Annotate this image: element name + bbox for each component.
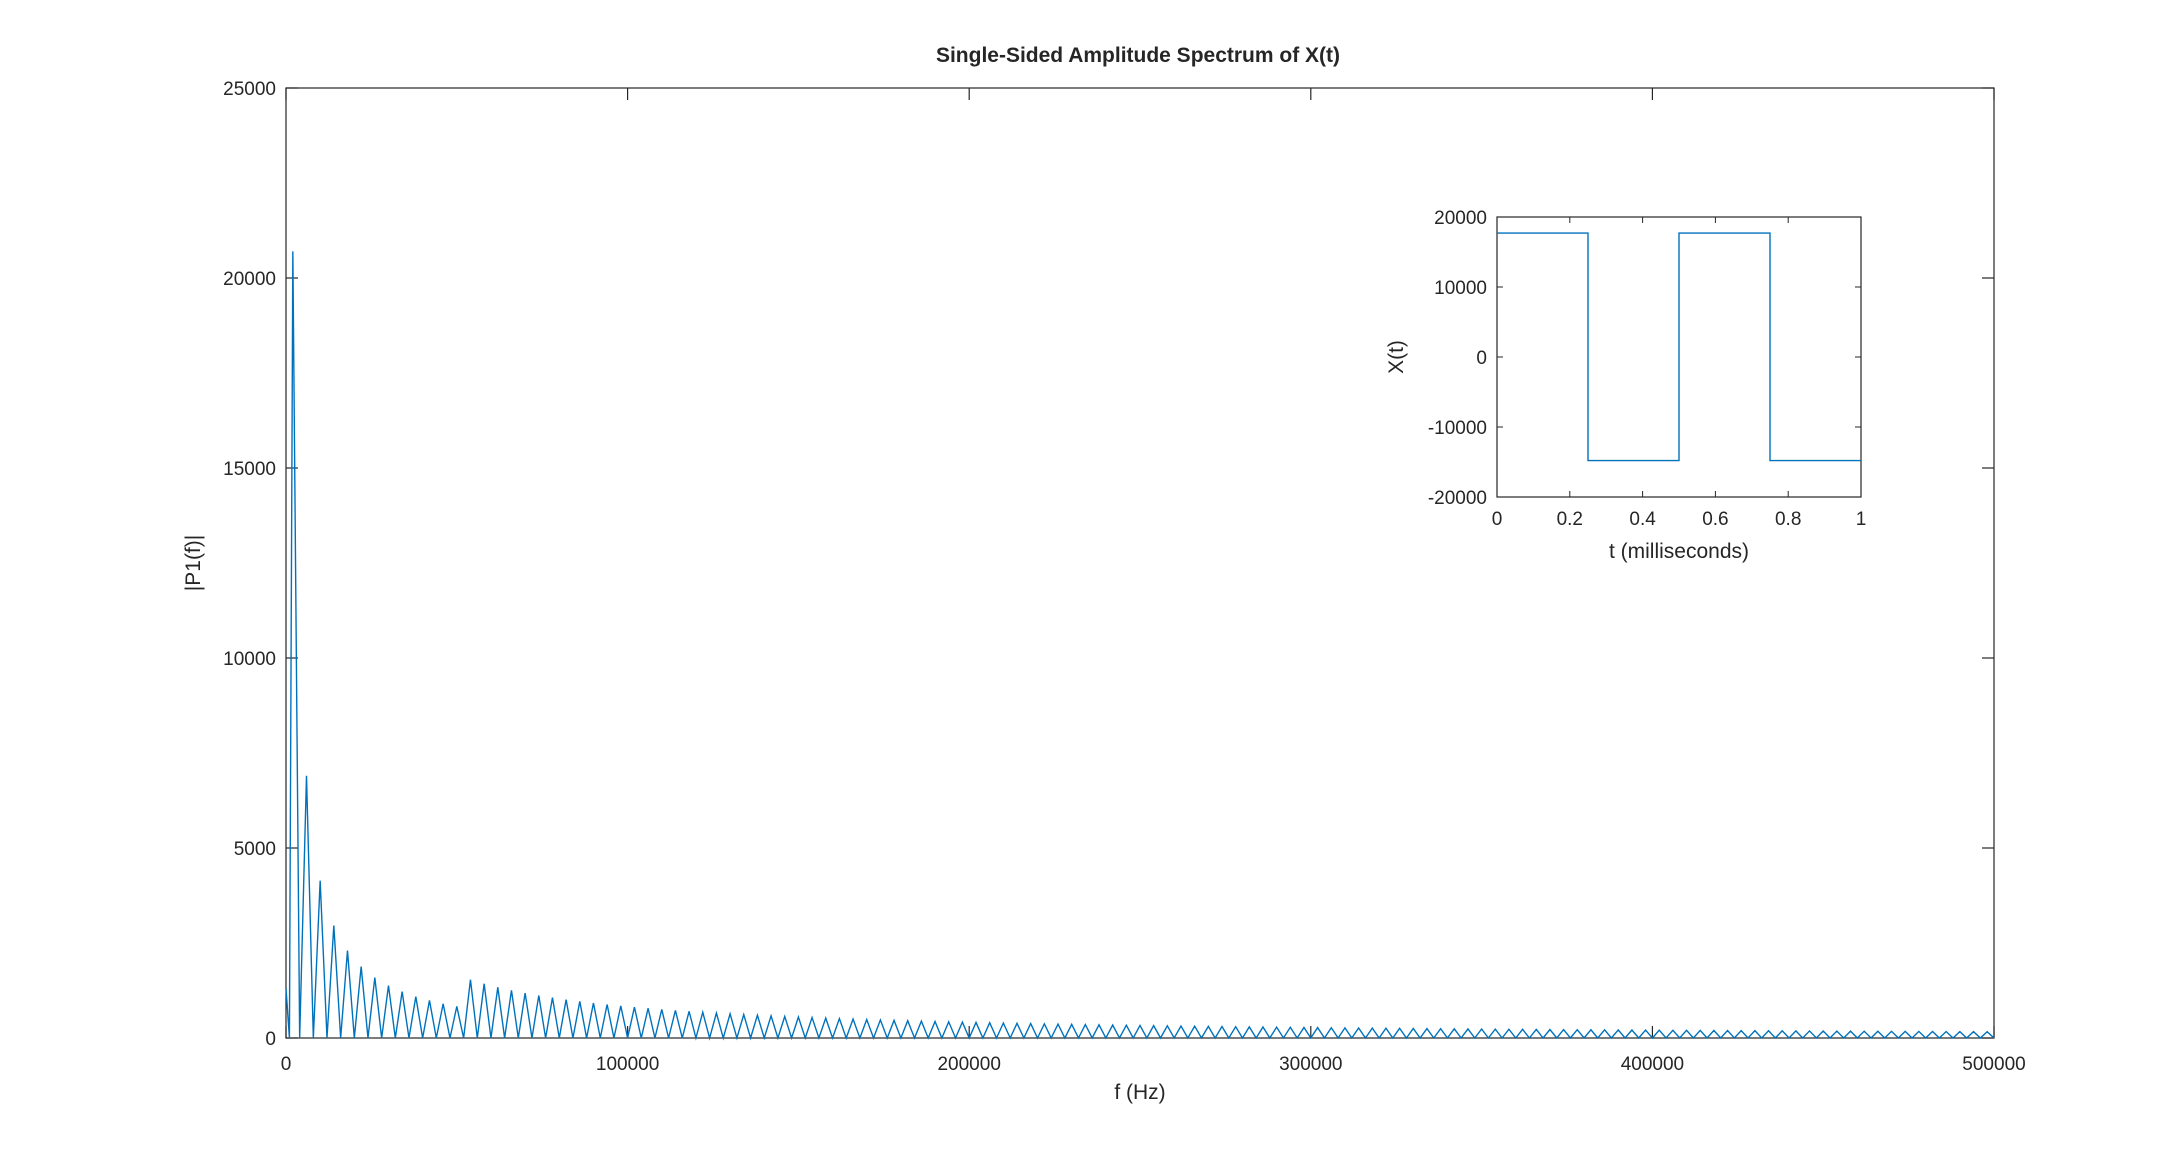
main-x-tick-label: 300000 (1279, 1054, 1342, 1075)
main-axes: Single-Sided Amplitude Spectrum of X(t) … (182, 44, 2026, 1104)
main-y-tick-label: 25000 (223, 79, 276, 100)
main-chart-title: Single-Sided Amplitude Spectrum of X(t) (936, 44, 1340, 67)
main-x-tick-label: 0 (281, 1054, 292, 1075)
inset-y-tick-label: 10000 (1434, 278, 1487, 299)
inset-y-tick-label: -10000 (1428, 418, 1487, 439)
inset-x-tick-label: 0.6 (1702, 509, 1728, 530)
time-signal-series-line (1497, 232, 1861, 462)
main-x-tick-label: 100000 (596, 1054, 659, 1075)
inset-x-tick-label: 0.8 (1775, 509, 1801, 530)
main-x-tick-label: 400000 (1621, 1054, 1684, 1075)
inset-x-tick-label: 1 (1856, 509, 1867, 530)
main-y-tick-label: 5000 (234, 839, 276, 860)
inset-x-tick-label: 0 (1492, 509, 1503, 530)
main-x-axis-label: f (Hz) (1114, 1081, 1165, 1104)
main-x-tick-label: 500000 (1962, 1054, 2025, 1075)
main-y-tick-label: 10000 (223, 649, 276, 670)
inset-y-axis-label: X(t) (1385, 340, 1408, 374)
main-x-tick-label: 200000 (937, 1054, 1000, 1075)
main-ticks: 0 100000 200000 300000 400000 500000050001000… (223, 79, 2026, 1075)
inset-y-tick-label: 20000 (1434, 208, 1487, 229)
inset-x-tick-label: 0.2 (1557, 509, 1583, 530)
inset-axes: 0 0.2 0.4 0.6 0.8 1 -20000 -10000 0 10000 20000 t … (1385, 208, 1866, 563)
main-y-axis-label: |P1(f)| (182, 535, 205, 591)
main-y-tick-label: 0 (265, 1029, 276, 1050)
inset-x-axis-label: t (milliseconds) (1609, 540, 1749, 563)
main-y-tick-label: 15000 (223, 459, 276, 480)
inset-x-tick-label: 0.4 (1629, 509, 1656, 530)
spectrum-series-line (285, 251, 1995, 1041)
inset-y-tick-label: -20000 (1428, 488, 1487, 509)
inset-ticks: 0 0.2 0.4 0.6 0.8 1 -20000 -10000 0 10000 20000 (1428, 208, 1866, 530)
inset-y-tick-label: 0 (1476, 348, 1487, 369)
main-y-tick-label: 20000 (223, 269, 276, 290)
